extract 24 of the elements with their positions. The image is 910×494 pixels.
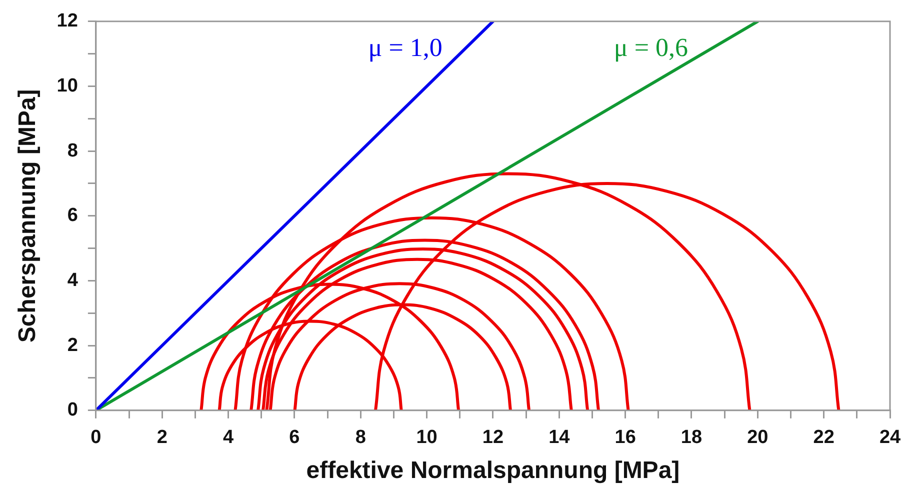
- x-tick-label: 2: [156, 427, 168, 448]
- x-tick-label: 8: [355, 427, 366, 448]
- y-tick-label: 12: [56, 10, 78, 32]
- series-label: μ = 1,0: [368, 33, 442, 62]
- x-tick-label: 16: [614, 427, 636, 448]
- y-axis-title: Scherspannung [MPa]: [14, 89, 42, 343]
- series-label: μ = 0,6: [614, 33, 688, 62]
- y-tick-label: 8: [67, 140, 78, 162]
- x-tick-label: 18: [680, 427, 702, 448]
- y-tick-label: 2: [67, 334, 78, 356]
- x-tick-label: 20: [747, 427, 768, 448]
- x-tick-label: 24: [879, 427, 901, 448]
- y-tick-label: 4: [67, 270, 78, 291]
- y-tick-label: 10: [56, 75, 78, 96]
- x-tick-label: 22: [813, 427, 834, 448]
- x-tick-label: 14: [548, 427, 570, 448]
- x-tick-label: 12: [482, 427, 504, 448]
- y-tick-label: 0: [67, 400, 78, 421]
- x-tick-label: 4: [222, 427, 234, 448]
- x-tick-label: 0: [90, 427, 102, 448]
- x-tick-label: 6: [289, 427, 300, 448]
- x-axis-title: effektive Normalspannung [MPa]: [306, 457, 680, 484]
- x-tick-label: 10: [416, 427, 438, 448]
- y-tick-label: 6: [67, 205, 78, 226]
